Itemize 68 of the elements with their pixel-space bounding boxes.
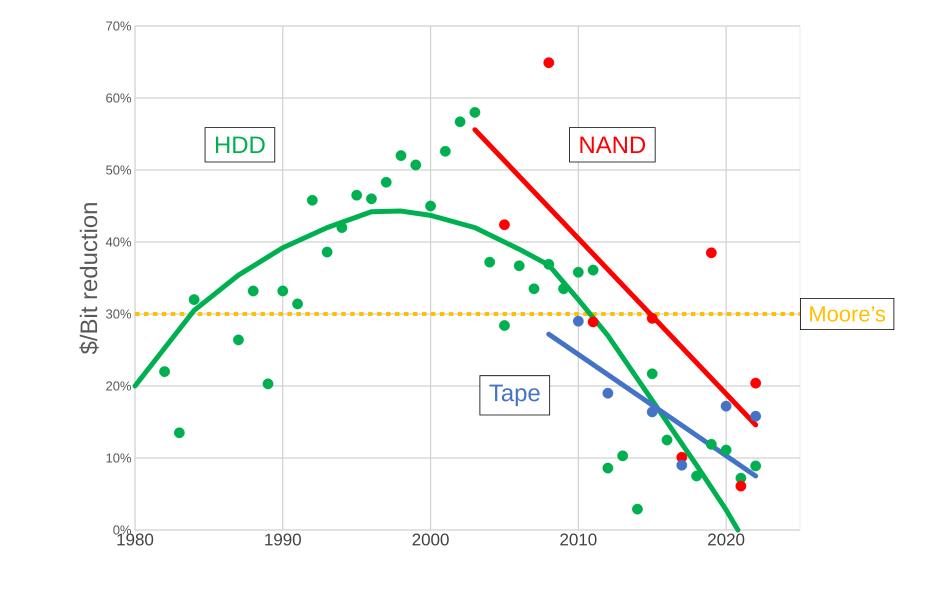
point [306, 194, 318, 206]
x-tick-label: 1980 [117, 534, 154, 546]
point [233, 334, 244, 346]
y-tick-label: 30% [106, 309, 132, 319]
point [632, 504, 643, 514]
point [484, 256, 496, 268]
point [277, 286, 288, 296]
point [750, 410, 762, 422]
point [396, 150, 406, 161]
point [351, 190, 362, 201]
point [425, 200, 436, 212]
point [499, 320, 510, 331]
y-axis-title: $/Bit reduction [79, 203, 99, 354]
point [706, 247, 717, 258]
point [262, 378, 274, 390]
point [499, 219, 510, 230]
y-tick-label: 50% [106, 165, 132, 175]
ref-line-label: Moore’s [810, 306, 886, 322]
x-tick-label: 2000 [412, 534, 449, 546]
y-tick-label: 10% [106, 453, 132, 463]
point [292, 298, 303, 310]
point [602, 388, 614, 399]
point [572, 266, 584, 278]
point [662, 434, 672, 446]
point [676, 460, 688, 471]
point [750, 378, 762, 388]
point [720, 400, 732, 412]
point [528, 283, 540, 294]
point [617, 450, 628, 462]
point [410, 160, 422, 170]
point [646, 368, 658, 380]
point [159, 366, 170, 377]
point [514, 260, 525, 272]
point [588, 316, 598, 328]
point [736, 480, 746, 492]
text: HDD [216, 136, 265, 154]
point [720, 444, 732, 456]
point [543, 258, 554, 270]
point [470, 107, 480, 118]
point [646, 406, 658, 418]
point [248, 286, 259, 296]
point [691, 470, 702, 482]
text: Tape [489, 384, 540, 406]
x-tick-label: 1990 [265, 534, 301, 546]
point [380, 176, 392, 188]
point [706, 438, 717, 450]
point [322, 246, 332, 258]
y-tick-label: 40% [106, 237, 132, 247]
point [174, 427, 185, 438]
y-tick-label: 60% [106, 93, 132, 103]
point [336, 222, 348, 233]
point [366, 193, 377, 204]
point [440, 146, 451, 157]
y-tick-label: 0% [113, 525, 132, 535]
x-tick-label: 2020 [708, 534, 744, 546]
text: NAND [580, 136, 646, 154]
point [188, 294, 200, 305]
point [543, 57, 554, 68]
y-tick-label: 70% [106, 21, 132, 31]
point [454, 116, 466, 128]
x-tick-label: 2010 [560, 534, 597, 546]
point [572, 316, 584, 327]
point [602, 462, 614, 474]
point [750, 460, 762, 472]
point [558, 283, 569, 294]
point [646, 312, 658, 324]
y-tick-label: 20% [106, 381, 132, 391]
point [588, 264, 598, 276]
